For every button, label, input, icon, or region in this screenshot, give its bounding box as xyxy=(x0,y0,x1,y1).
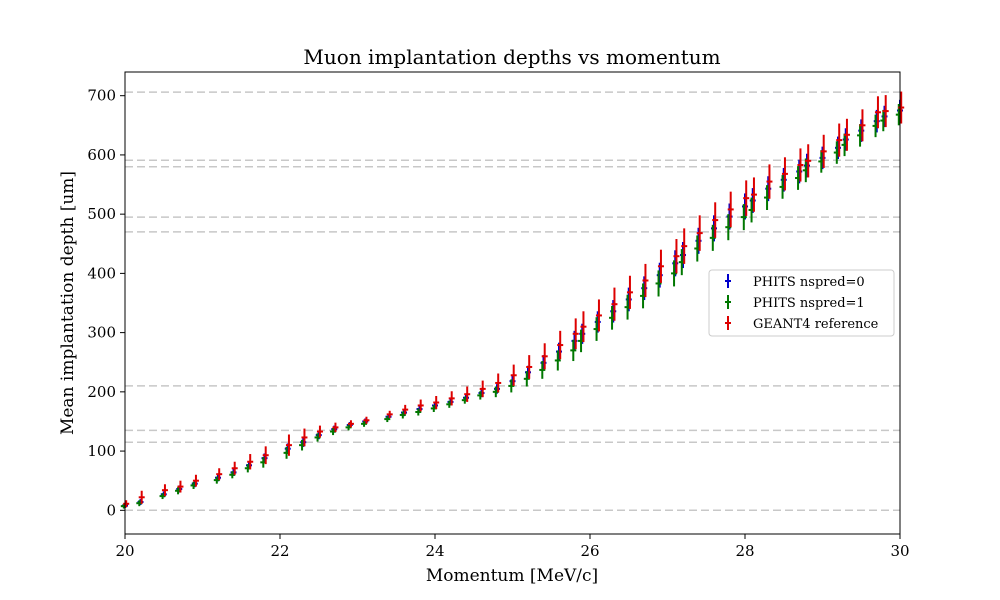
y-tick-label: 200 xyxy=(87,383,116,401)
y-tick-label: 700 xyxy=(87,87,116,105)
x-tick-label: 30 xyxy=(890,542,909,560)
y-tick-label: 100 xyxy=(87,442,116,460)
x-tick-label: 26 xyxy=(580,542,599,560)
series-2 xyxy=(120,103,902,509)
legend-label: PHITS nspred=0 xyxy=(753,275,865,290)
x-axis: 20 22 24 26 28 30 xyxy=(115,534,910,560)
y-tick-label: 400 xyxy=(87,264,116,282)
x-axis-label: Momentum [MeV/c] xyxy=(426,566,598,586)
legend: PHITS nspred=0 PHITS nspred=1 GEANT4 refer… xyxy=(708,269,895,337)
series-3 xyxy=(123,91,905,508)
legend-label: GEANT4 reference xyxy=(753,317,879,332)
y-tick-label: 300 xyxy=(87,324,116,342)
legend-frame xyxy=(708,269,895,337)
legend-label: PHITS nspred=1 xyxy=(753,296,865,311)
x-tick-label: 24 xyxy=(425,542,444,560)
x-tick-label: 20 xyxy=(115,542,134,560)
data-series xyxy=(120,91,905,509)
y-tick-label: 500 xyxy=(87,205,116,223)
plot-frame xyxy=(124,71,901,535)
y-tick-label: 0 xyxy=(106,501,116,519)
x-tick-label: 22 xyxy=(270,542,289,560)
x-tick-label: 28 xyxy=(735,542,754,560)
y-tick-label: 600 xyxy=(87,146,116,164)
y-axis-label: Mean implantation depth [um] xyxy=(58,171,78,435)
y-axis: 0 100 200 300 400 500 600 700 xyxy=(87,87,125,519)
chart-title: Muon implantation depths vs momentum xyxy=(303,45,720,69)
